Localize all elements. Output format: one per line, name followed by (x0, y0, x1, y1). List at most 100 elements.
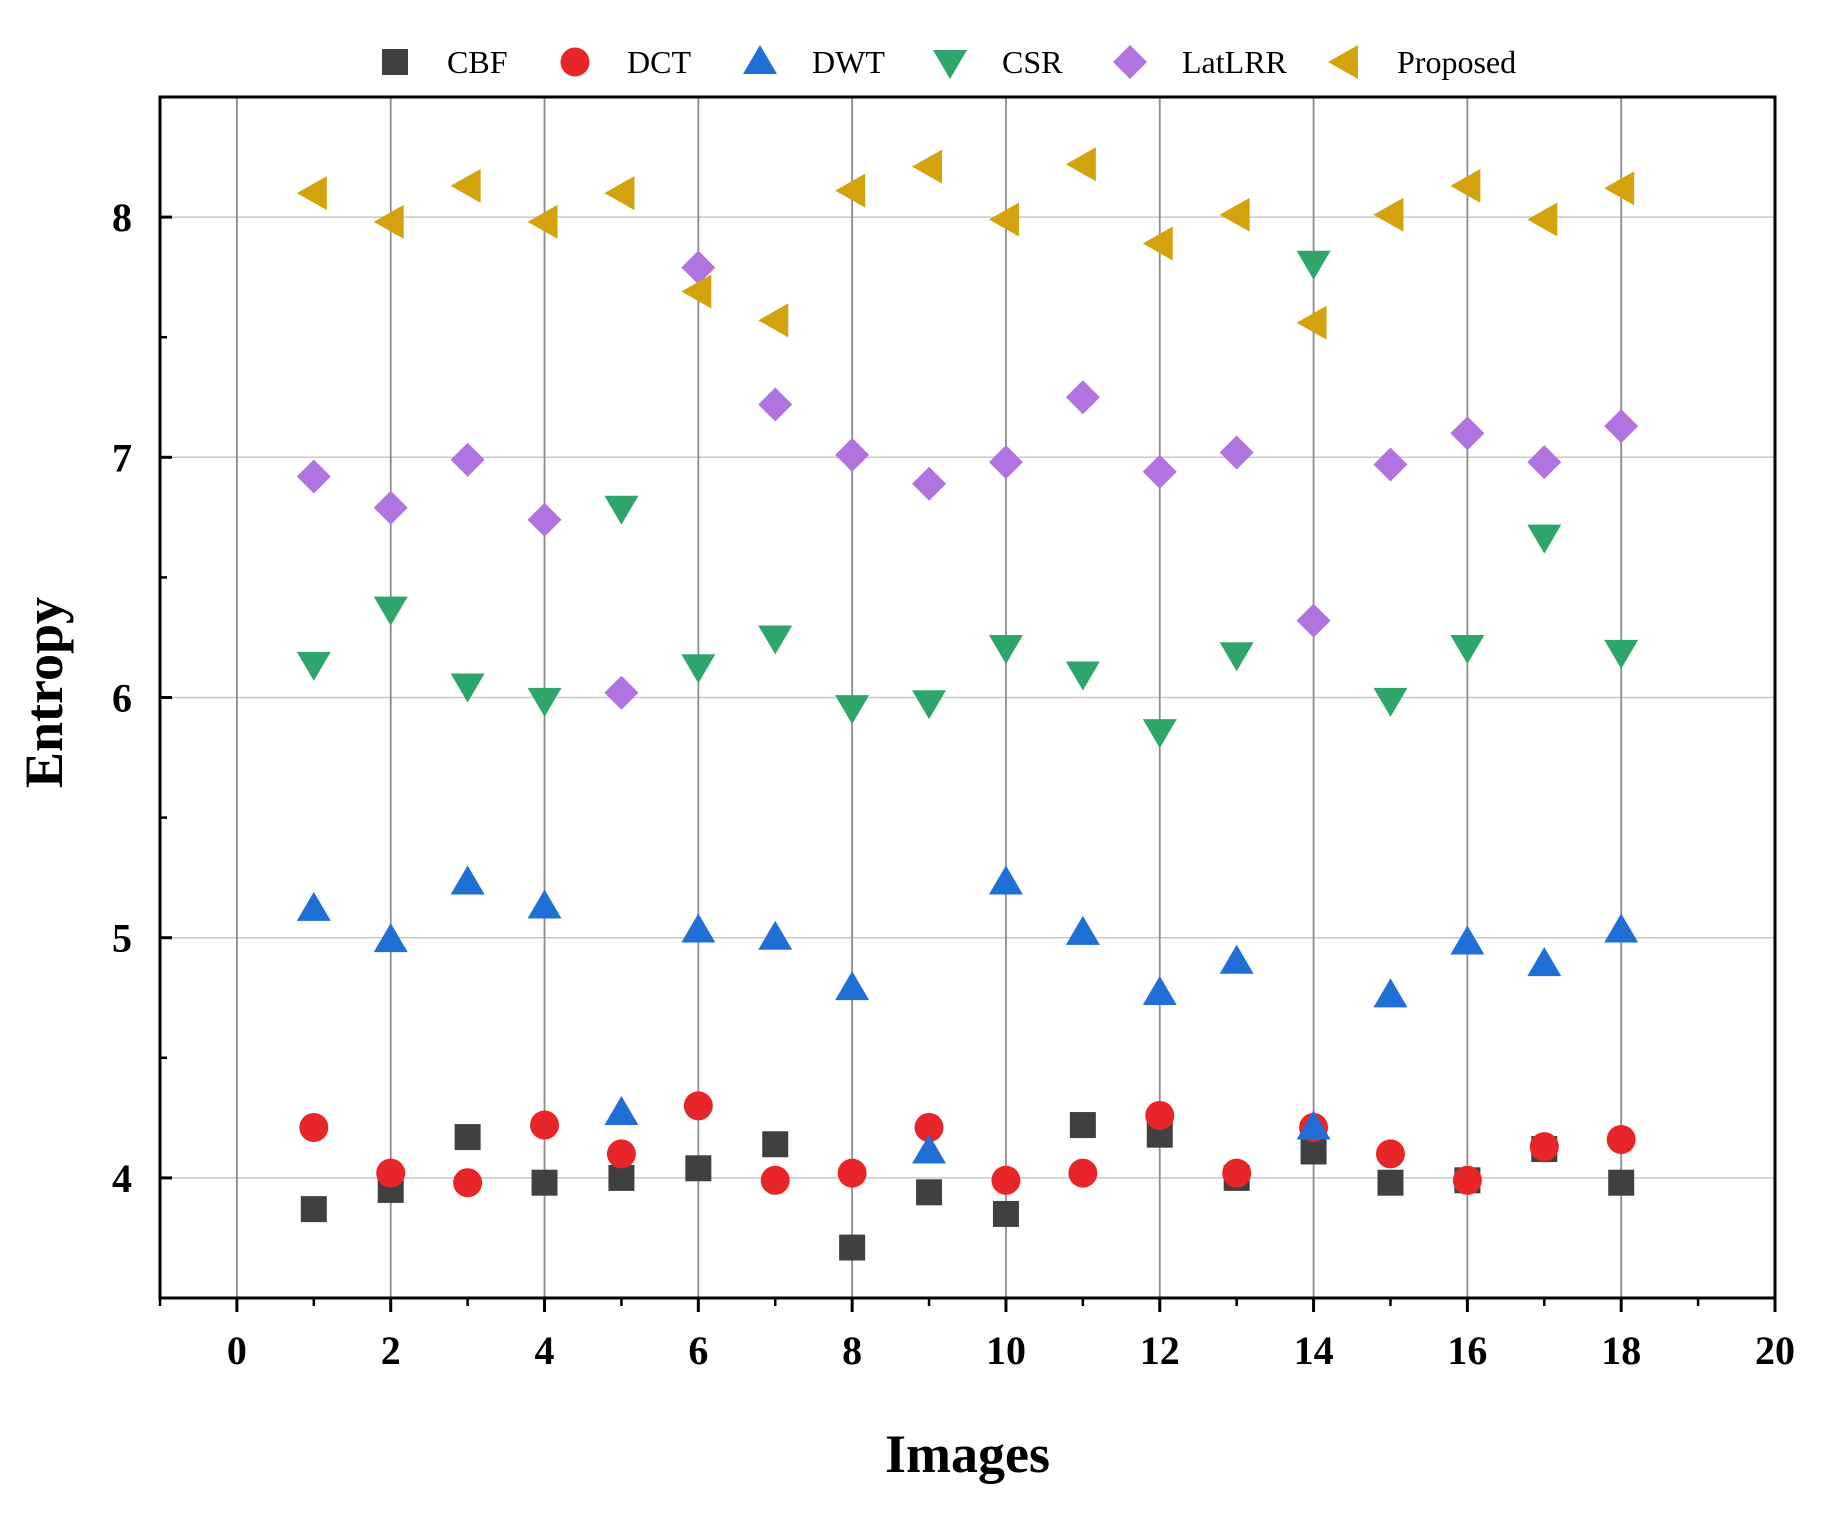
latlrr-point (1604, 409, 1639, 444)
x-tick-label: 4 (535, 1328, 555, 1373)
legend-dct-marker (560, 47, 590, 77)
dct-point (1222, 1158, 1252, 1188)
proposed-point (758, 303, 789, 338)
proposed-point (1527, 202, 1558, 237)
proposed-point (527, 204, 558, 239)
x-tick-label: 18 (1601, 1328, 1641, 1373)
dct-point (453, 1168, 483, 1198)
latlrr-point (1450, 416, 1485, 451)
x-tick-label: 0 (227, 1328, 247, 1373)
x-axis-title: Images (885, 1424, 1050, 1484)
data-points (296, 147, 1639, 1261)
dwt-point (1527, 947, 1562, 977)
dwt-point (1219, 944, 1254, 974)
y-tick-label: 8 (112, 195, 132, 240)
csr-point (1604, 639, 1639, 669)
latlrr-point (1373, 447, 1408, 482)
csr-point (835, 695, 870, 725)
dct-point (1068, 1158, 1098, 1188)
cbf-point (1608, 1169, 1635, 1196)
cbf-point (762, 1131, 789, 1158)
legend: CBF DCT DWT CSR LatLRR Proposed (382, 44, 1516, 80)
dwt-point (912, 1134, 947, 1164)
latlrr-point (912, 466, 947, 501)
legend-dwt-marker (743, 45, 777, 74)
proposed-point (450, 168, 481, 203)
dwt-point (450, 865, 485, 895)
latlrr-point (1219, 435, 1254, 470)
dwt-point (1065, 915, 1100, 945)
y-axis-title: Entropy (14, 597, 74, 788)
legend-proposed-marker (1328, 45, 1358, 79)
latlrr-point (1065, 380, 1100, 415)
x-tick-label: 12 (1140, 1328, 1180, 1373)
proposed-point (835, 173, 866, 208)
proposed-point (1604, 171, 1635, 206)
csr-point (450, 673, 485, 703)
x-tick-label: 2 (381, 1328, 401, 1373)
tick-labels: 4 5 6 7 8 0 2 4 6 8 10 12 14 16 18 20 (112, 195, 1795, 1373)
proposed-point (1296, 305, 1327, 340)
dct-point (299, 1112, 329, 1142)
legend-latlrr-marker (1113, 45, 1147, 79)
legend-item-dct: DCT (560, 44, 691, 80)
cbf-point (300, 1196, 327, 1223)
latlrr-point (681, 250, 716, 285)
dwt-point (296, 891, 331, 921)
series-cbf (300, 1112, 1635, 1261)
legend-item-proposed: Proposed (1328, 44, 1516, 80)
proposed-point (1065, 147, 1096, 182)
cbf-point (1069, 1112, 1096, 1139)
dct-point (1145, 1100, 1175, 1130)
csr-point (373, 596, 408, 626)
proposed-point (1142, 226, 1173, 261)
series-dwt (296, 865, 1639, 1164)
legend-dct-label: DCT (627, 44, 691, 80)
dct-point (1452, 1165, 1482, 1195)
dct-point (1529, 1132, 1559, 1162)
cbf-point (685, 1155, 712, 1182)
grid (160, 97, 1775, 1298)
dwt-point (681, 913, 716, 943)
proposed-point (1373, 197, 1404, 232)
x-tick-label: 20 (1755, 1328, 1795, 1373)
legend-item-cbf: CBF (382, 44, 507, 80)
y-tick-label: 4 (112, 1156, 132, 1201)
legend-dwt-label: DWT (812, 44, 885, 80)
cbf-point (1377, 1169, 1404, 1196)
latlrr-point (527, 502, 562, 537)
csr-point (1142, 719, 1177, 749)
dct-point (376, 1158, 406, 1188)
dct-point (760, 1165, 790, 1195)
proposed-point (604, 176, 635, 211)
proposed-point (296, 176, 327, 211)
dct-point (1375, 1139, 1405, 1169)
dwt-point (1373, 978, 1408, 1008)
x-tick-label: 6 (688, 1328, 708, 1373)
y-tick-label: 6 (112, 676, 132, 721)
csr-point (681, 654, 716, 684)
cbf-point (839, 1234, 866, 1261)
series-csr (296, 250, 1639, 749)
proposed-point (988, 202, 1019, 237)
dwt-point (373, 923, 408, 953)
dct-point (837, 1158, 867, 1188)
proposed-point (1219, 197, 1250, 232)
csr-point (1065, 661, 1100, 691)
proposed-point (1450, 168, 1481, 203)
plot-frame (158, 95, 1777, 1300)
latlrr-point (1142, 454, 1177, 489)
csr-point (988, 635, 1023, 665)
latlrr-point (758, 387, 793, 422)
dwt-point (988, 865, 1023, 895)
tick-marks (158, 95, 1777, 1312)
dct-point (606, 1139, 636, 1169)
legend-item-csr: CSR (933, 44, 1063, 80)
legend-cbf-marker (382, 49, 408, 75)
csr-point (1373, 687, 1408, 717)
legend-latlrr-label: LatLRR (1182, 44, 1288, 80)
dct-point (914, 1112, 944, 1142)
csr-point (1296, 250, 1331, 280)
dwt-point (1296, 1110, 1331, 1140)
